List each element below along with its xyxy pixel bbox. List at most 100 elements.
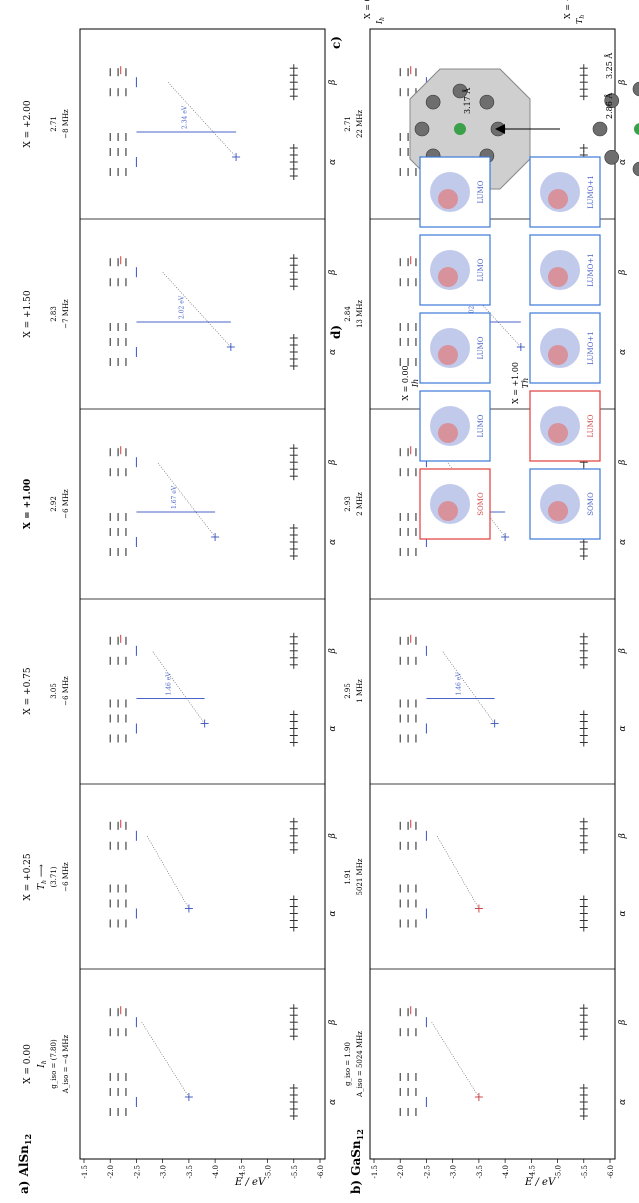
transition-line [157, 462, 216, 538]
spin-label-alpha: α [328, 725, 338, 731]
col-b-0-info2: A_iso = 5024 MHz [356, 1031, 364, 1098]
spin-label-beta: β [618, 833, 628, 839]
orbital-lobe-icon [548, 189, 568, 209]
col-b-0-info1: g_iso = 1.90 [344, 1042, 352, 1086]
panel-label-c: c) [329, 36, 343, 49]
col-b-2-info2: 1 MHz [356, 679, 364, 703]
c-right-sym: Th [575, 15, 586, 24]
sn-atom [452, 83, 468, 99]
c-right-dist2: 2.86 Å [605, 93, 614, 119]
y-tick-label: -4.0 [212, 1165, 220, 1179]
col-a-3-x: X = +1.00 [23, 479, 33, 529]
col-b-1-info2: 5021 MHz [356, 858, 364, 895]
y-tick-label: -5.5 [291, 1165, 299, 1179]
y-label-b: E / eV [524, 1177, 557, 1188]
col-a-2-info1: 3.05 [50, 683, 58, 699]
y-tick-label: -2.0 [397, 1165, 405, 1179]
spin-label-beta: β [328, 833, 338, 839]
y-label-a: E / eV [234, 1177, 267, 1188]
col-a-4-info2: −7 MHz [62, 299, 70, 329]
c-right-x: X = +2.00 [563, 0, 572, 19]
panel-label-d: d) [329, 325, 343, 339]
d-row-x: X = +1.00 [511, 362, 520, 404]
orbital-box-label: LUMO [587, 414, 595, 437]
y-tick-label: -5.0 [265, 1165, 273, 1179]
gap-label: 1.67 eV [171, 485, 178, 509]
spin-label-alpha: α [618, 349, 628, 355]
cluster-th: X = +2.00 Th 3.25 Å 2.86 Å [563, 0, 639, 177]
orbital-box-label: LUMO [477, 258, 485, 281]
col-a-4-info1: 2.83 [50, 306, 58, 322]
col-b-5-info1: 2.71 [344, 116, 352, 132]
col-a-0-info1: g_iso = (7.80) [50, 1039, 58, 1089]
spin-label-alpha: α [618, 910, 628, 916]
d-row-x: X = 0.00 [401, 365, 410, 400]
col-a-2-x: X = +0.75 [23, 667, 33, 715]
y-tick-label: -5.5 [581, 1165, 589, 1179]
y-tick-label: -5.0 [555, 1165, 563, 1179]
spin-label-beta: β [618, 460, 628, 466]
gap-label: 2.34 eV [181, 105, 188, 129]
col-b-1-info1: 1.91 [344, 869, 352, 885]
transition-line [167, 81, 237, 158]
col-b-4-info2: 13 MHz [356, 300, 364, 328]
col-b-3-info2: 2 MHz [356, 492, 364, 516]
col-a-3-info2: −6 MHz [62, 489, 70, 519]
y-tick-label: -3.0 [450, 1165, 458, 1179]
sn-atom [414, 121, 430, 137]
spin-label-alpha: α [328, 539, 338, 545]
y-tick-label: -6.0 [607, 1165, 615, 1179]
col-a-3-info1: 2.92 [50, 496, 58, 512]
col-a-1-info1: (3.71) [50, 866, 58, 887]
orbital-lobe-icon [548, 423, 568, 443]
panel-a-frame [79, 28, 326, 1160]
col-a-5-info1: 2.71 [50, 116, 58, 132]
y-tick-label: -3.5 [476, 1165, 484, 1179]
orbital-lobe-icon [548, 501, 568, 521]
y-tick-label: -3.5 [186, 1165, 194, 1179]
spin-label-beta: β [618, 1020, 628, 1026]
spin-label-beta: β [618, 648, 628, 654]
orbital-box-label: LUMO+1 [587, 331, 595, 364]
y-axis-ticks-a: -1.5 -2.0 -2.5 -3.0 -3.5 -4.0 -4.5 -5.0 -5.5 -6.0 [81, 1159, 325, 1179]
orbital-lobe-icon [438, 189, 458, 209]
panel-b-headers: g_iso = 1.90 A_iso = 5024 MHz 1.91 5021 … [344, 110, 364, 1098]
transition-line [162, 271, 232, 348]
orbital-box-label: LUMO [477, 414, 485, 437]
sn-atom [604, 93, 620, 109]
c-left-dist: 3.17 Å [463, 88, 472, 114]
gap-label: 2.02 eV [469, 295, 476, 319]
orbital-box-label: LUMO+1 [587, 253, 595, 286]
orbital-lobe-icon [438, 267, 458, 287]
col-b-4-info1: 2.84 [344, 306, 352, 322]
transition-line [441, 650, 495, 724]
sn-atom [479, 94, 495, 110]
spin-label-beta: β [328, 460, 338, 466]
center-atom [454, 123, 466, 135]
col-a-0-sym: Ih [37, 1060, 48, 1069]
c-arrowhead [495, 124, 505, 134]
transition-line [447, 462, 506, 538]
orbital-box-label: LUMO [477, 180, 485, 203]
y-tick-label: -4.5 [238, 1165, 246, 1179]
transition-line [141, 1022, 190, 1098]
spin-labels: α α β β α α β β α α β β α α β β α α β β α α β β [328, 80, 628, 1105]
orbital-box-label: LUMO+1 [587, 175, 595, 208]
c-left-x: X = 0.00 [363, 0, 372, 19]
sn-atom [425, 94, 441, 110]
c-right-dist1: 3.25 Å [605, 53, 614, 79]
panel-d: SOMO LUMO LUMO LUMO LUMO X = 0.00 Ih SOMO LUMO LU… [401, 156, 601, 540]
y-axis-label-b: E / eV [524, 1177, 557, 1188]
col-b-3-info1: 2.93 [344, 496, 352, 512]
orbital-box-label: SOMO [477, 492, 485, 516]
spin-label-alpha: α [618, 539, 628, 545]
y-tick-label: -4.5 [528, 1165, 536, 1179]
col-a-5-info2: −8 MHz [62, 109, 70, 139]
col-a-1-sym: Th ⟶ [37, 864, 48, 890]
col-a-4-x: X = +1.50 [23, 290, 33, 338]
gap-label: 2.02 eV [179, 295, 186, 319]
sn-atom [632, 161, 639, 177]
panel-a-headers: X = 0.00 Ih g_iso = (7.80) A_iso = −4 MH… [23, 100, 70, 1094]
gap-label: 1.46 eV [166, 672, 173, 696]
